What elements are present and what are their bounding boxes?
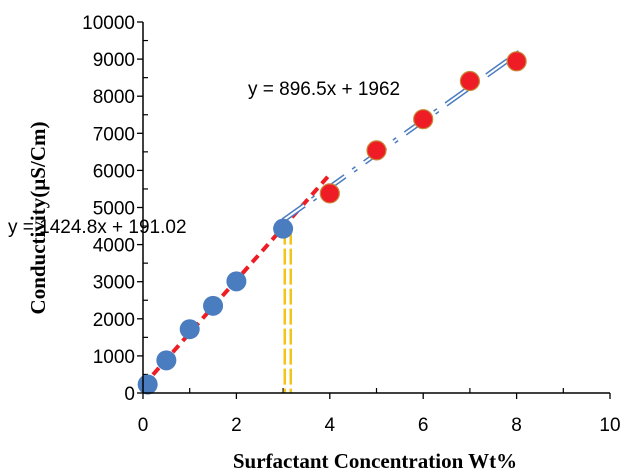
data-point-post-cmc bbox=[366, 140, 387, 161]
y-axis-title: Conductivity(µS/Cm) bbox=[26, 122, 50, 315]
x-tick-label: 8 bbox=[511, 415, 522, 436]
y-tick-label: 10000 bbox=[82, 13, 135, 34]
data-points bbox=[137, 51, 527, 395]
x-axis-title: Surfactant Concentration Wt% bbox=[233, 449, 517, 473]
axes bbox=[142, 22, 610, 394]
y-tick-label: 7000 bbox=[93, 124, 135, 145]
critical-concentration-marker bbox=[283, 228, 293, 393]
y-tick-label: 2000 bbox=[93, 310, 135, 331]
data-point-post-cmc bbox=[506, 51, 527, 72]
y-tick-label: 3000 bbox=[93, 273, 135, 294]
data-point-pre-cmc bbox=[203, 295, 224, 316]
data-point-pre-cmc bbox=[179, 319, 200, 340]
tick-labels: 0100020003000400050006000700080009000100… bbox=[82, 13, 620, 436]
data-point-post-cmc bbox=[459, 70, 480, 92]
x-tick-label: 10 bbox=[599, 415, 620, 436]
data-point-pre-cmc bbox=[137, 374, 158, 395]
data-point-pre-cmc bbox=[226, 271, 247, 292]
y-tick-label: 6000 bbox=[93, 161, 135, 182]
data-point-post-cmc bbox=[319, 183, 340, 204]
tick-marks bbox=[137, 21, 611, 399]
data-point-pre-cmc bbox=[273, 218, 294, 239]
trendline-equation-1: y = 1424.8x + 191.02 bbox=[8, 217, 187, 238]
x-tick-label: 2 bbox=[231, 415, 242, 436]
y-tick-label: 1000 bbox=[93, 347, 135, 368]
trendline-equation-2: y = 896.5x + 1962 bbox=[248, 79, 400, 100]
x-tick-label: 0 bbox=[138, 415, 149, 436]
data-point-post-cmc bbox=[413, 109, 434, 130]
trendline-2-highlight bbox=[282, 46, 527, 222]
y-tick-label: 0 bbox=[124, 384, 135, 405]
x-tick-label: 4 bbox=[325, 415, 336, 436]
data-point-pre-cmc bbox=[156, 350, 177, 371]
y-tick-label: 8000 bbox=[93, 87, 135, 108]
y-tick-label: 4000 bbox=[93, 236, 135, 257]
y-tick-label: 5000 bbox=[93, 199, 135, 220]
y-tick-label: 9000 bbox=[93, 50, 135, 71]
x-tick-label: 6 bbox=[418, 415, 429, 436]
